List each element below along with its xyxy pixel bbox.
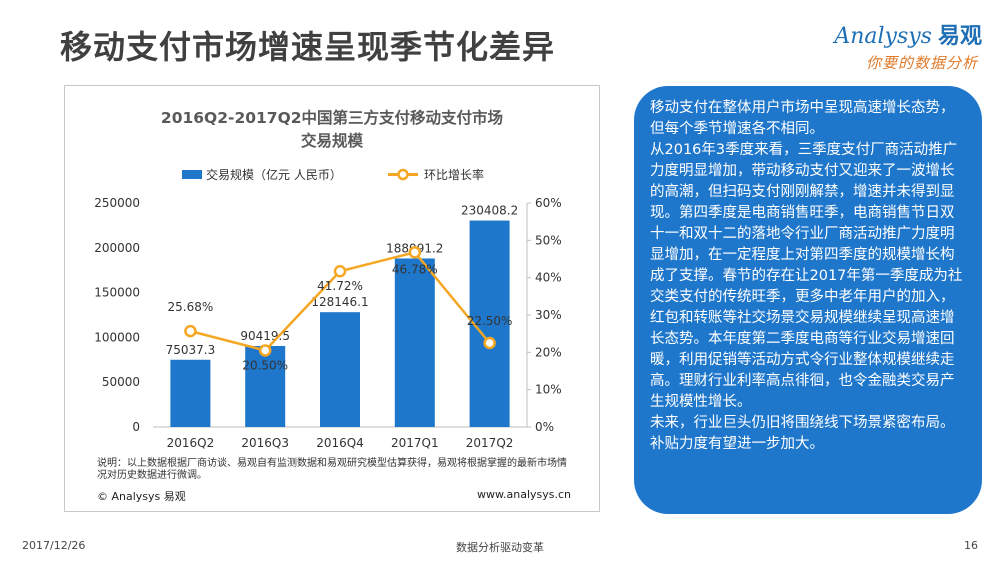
logo-brand-cn: 易观 <box>937 24 982 49</box>
panel-paragraph-2: 从2016年3季度来看，三季度支付厂商活动推广力度明显增加，带动移动支付又迎来了… <box>650 142 963 410</box>
panel-paragraph-1: 移动支付在整体用户市场中呈现高速增长态势，但每个季节增速各不相同。 <box>650 100 955 137</box>
y-right-tick-label-0: 0% <box>535 420 554 434</box>
chart-copyright: © Analysys 易观 <box>97 490 186 503</box>
footer-date: 2017/12/26 <box>22 539 86 552</box>
x-tick-label-2017Q1: 2017Q1 <box>391 436 439 450</box>
y-left-tick-label-2: 100000 <box>94 330 140 344</box>
y-right-tick-label-3: 30% <box>535 308 562 322</box>
logo-top: Analysys 易观 <box>834 18 982 50</box>
legend-bar-swatch <box>182 170 202 179</box>
logo-brand: Analysys <box>834 24 932 49</box>
bar-value-label-2017Q2: 230408.2 <box>461 204 518 218</box>
x-tick-label-2016Q4: 2016Q4 <box>316 436 364 450</box>
y-left-tick-label-0: 0 <box>132 420 140 434</box>
y-right-tick-label-6: 60% <box>535 196 562 210</box>
chart-panel: 2016Q2-2017Q2中国第三方支付移动支付市场 交易规模交易规模（亿元 人民… <box>64 85 600 512</box>
logo-tagline: 你要的数据分析 <box>865 54 978 72</box>
chart-title-line-1: 2016Q2-2017Q2中国第三方支付移动支付市场 <box>161 108 503 127</box>
growth-rate-point-2016Q3 <box>258 344 272 357</box>
chart-note: 说明：以上数据根据厂商访谈、易观自有监测数据和易观研究模型估算获得，易观将根据掌… <box>97 458 567 481</box>
legend-bar-label: 交易规模（亿元 人民币） <box>206 167 342 182</box>
y-right-tick-label-4: 40% <box>535 271 562 285</box>
legend-line-marker <box>397 168 409 181</box>
growth-rate-point-2017Q1 <box>408 246 422 259</box>
bar-value-label-2016Q2: 75037.3 <box>166 343 216 357</box>
page-title: 移动支付市场增速呈现季节化差异 <box>60 28 556 66</box>
legend-line-label: 环比增长率 <box>424 167 484 182</box>
x-tick-label-2017Q2: 2017Q2 <box>466 436 514 450</box>
y-right-tick-label-5: 50% <box>535 233 562 247</box>
bar-value-label-2016Q3: 90419.5 <box>240 329 290 343</box>
growth-rate-point-2016Q2 <box>184 324 197 338</box>
x-tick-label-2016Q3: 2016Q3 <box>241 436 289 450</box>
y-left-tick-label-5: 250000 <box>94 196 140 210</box>
y-left-tick-label-3: 150000 <box>94 286 140 300</box>
y-right-tick-label-2: 20% <box>535 345 562 359</box>
growth-rate-label-2016Q4: 41.72% <box>317 279 363 293</box>
y-right-tick-label-1: 10% <box>535 383 562 397</box>
growth-rate-label-2017Q2: 22.50% <box>467 314 513 328</box>
chart-title-line-2: 交易规模 <box>301 131 364 150</box>
analysis-text-panel: 移动支付在整体用户市场中呈现高速增长态势，但每个季节增速各不相同。 从2016年… <box>634 86 982 514</box>
y-left-tick-label-4: 200000 <box>94 241 140 255</box>
x-tick-label-2016Q2: 2016Q2 <box>167 436 215 450</box>
growth-rate-label-2017Q1: 46.78% <box>392 262 438 276</box>
growth-rate-point-2016Q4 <box>333 264 347 278</box>
footer-slogan: 数据分析驱动变革 <box>456 541 544 554</box>
bar-2016Q4 <box>320 312 360 427</box>
panel-paragraph-3: 未来，行业巨头仍旧将围绕线下场景紧密布局。补贴力度有望进一步加大。 <box>650 415 955 452</box>
analysys-logo: Analysys 易观 你要的数据分析 <box>812 18 982 78</box>
bar-2016Q2 <box>170 359 211 427</box>
bar-2017Q2 <box>469 220 510 427</box>
bar-value-label-2016Q4: 128146.1 <box>311 295 368 309</box>
page-number: 16 <box>964 539 978 552</box>
growth-rate-label-2016Q2: 25.68% <box>168 300 214 314</box>
growth-rate-label-2016Q3: 20.50% <box>242 358 288 372</box>
chart-website: www.analysys.cn <box>477 488 571 501</box>
y-left-tick-label-1: 50000 <box>102 375 140 389</box>
growth-rate-point-2017Q2 <box>483 336 496 350</box>
bar-2016Q3 <box>245 345 286 427</box>
bar-2017Q1 <box>394 258 435 427</box>
